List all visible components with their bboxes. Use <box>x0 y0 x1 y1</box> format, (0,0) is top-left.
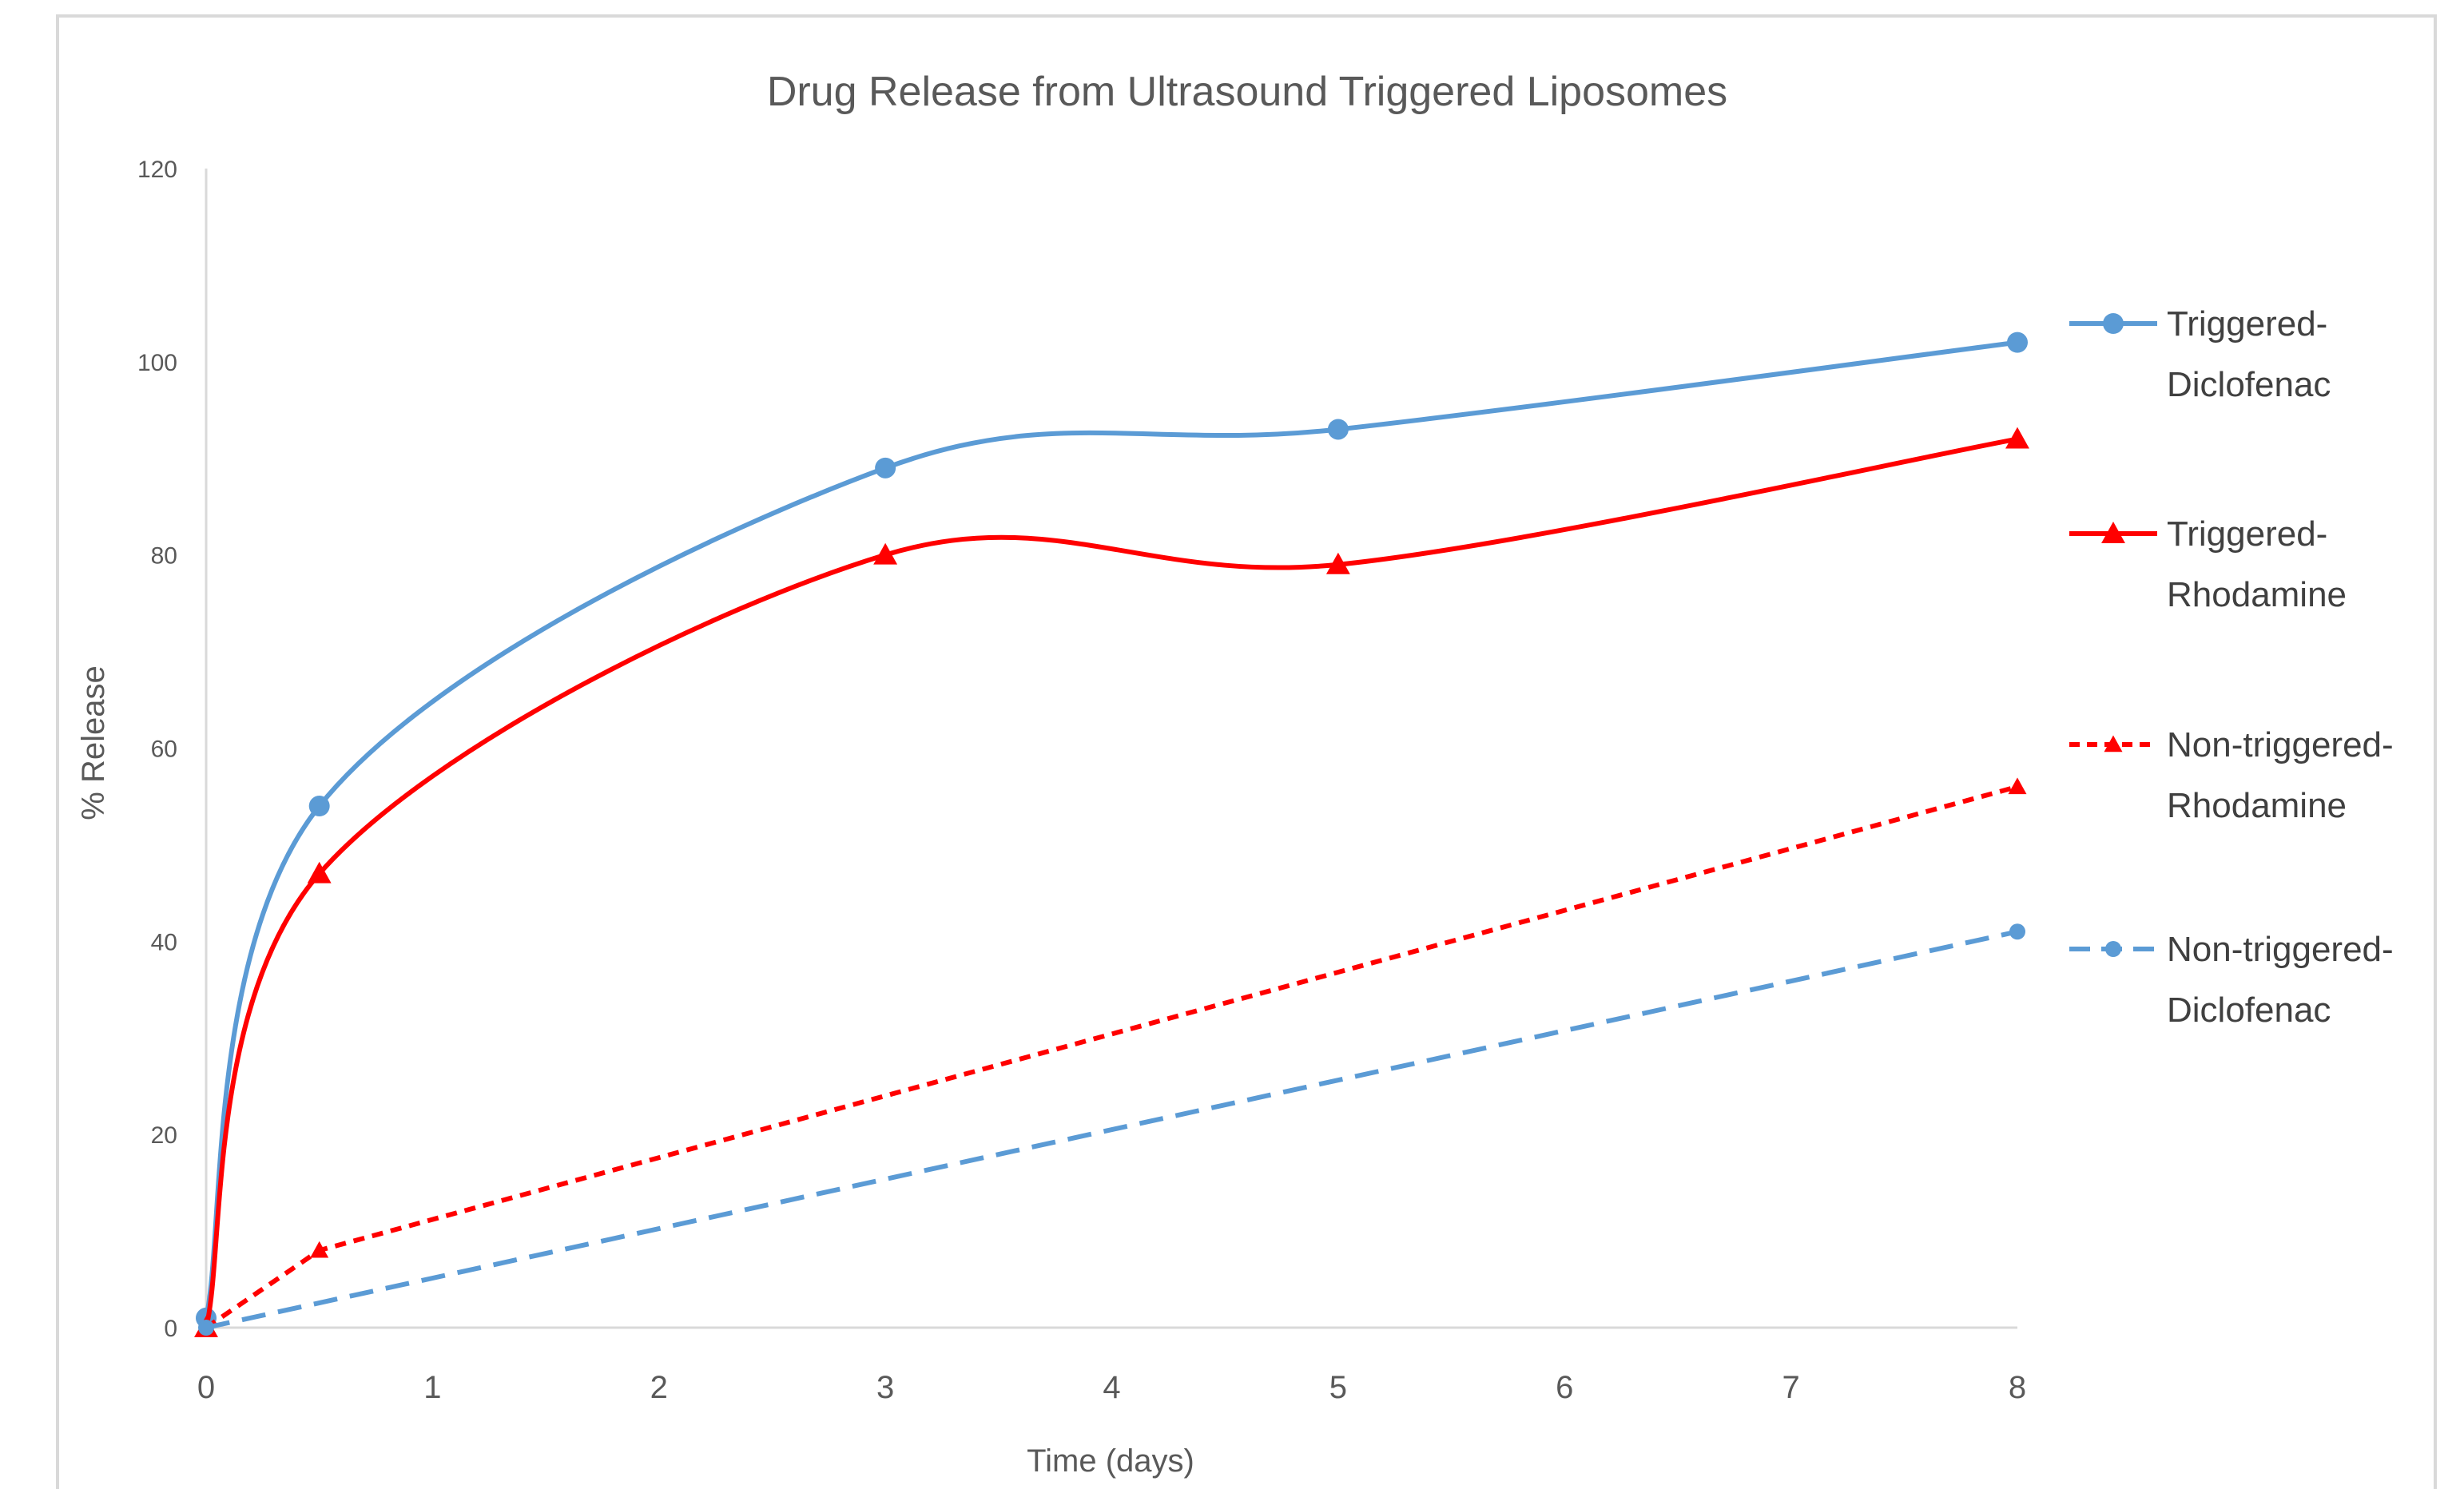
data-point <box>307 861 332 883</box>
legend-label: Diclofenac <box>2167 365 2331 404</box>
data-point <box>2009 923 2025 940</box>
x-axis-label: Time (days) <box>1027 1443 1194 1479</box>
series-line <box>205 784 2018 1330</box>
series-line <box>204 436 2018 1328</box>
x-tick-label: 6 <box>1556 1370 1573 1405</box>
legend-label: Rhodamine <box>2167 575 2347 614</box>
legend-label: Non-triggered- <box>2167 725 2394 764</box>
legend-entry: Triggered- Rhodamine <box>2069 514 2347 614</box>
series-layer <box>194 332 2029 1337</box>
data-point <box>308 796 330 817</box>
data-point <box>2007 332 2028 353</box>
legend-marker <box>2104 735 2123 752</box>
data-point <box>1327 419 1349 440</box>
y-axis-label: % Release <box>76 665 111 820</box>
series-4 <box>198 923 2025 1336</box>
y-tick-label: 0 <box>164 1316 177 1342</box>
legend-entry: Non-triggered- Diclofenac <box>2069 930 2394 1030</box>
axes <box>205 169 2017 1329</box>
legend-marker <box>2103 313 2124 334</box>
x-tick-label: 8 <box>2009 1370 2026 1405</box>
legend-label: Diclofenac <box>2167 991 2331 1030</box>
y-tick-label: 100 <box>137 350 177 376</box>
y-tick-label: 120 <box>137 157 177 183</box>
series-line <box>204 339 2018 1319</box>
legend-entry: Triggered- Diclofenac <box>2069 304 2331 404</box>
y-tick-label: 20 <box>151 1122 177 1149</box>
x-tick-label: 7 <box>1782 1370 1800 1405</box>
x-tick-label: 0 <box>197 1370 215 1405</box>
legend-label: Rhodamine <box>2167 786 2347 825</box>
data-point <box>198 1320 214 1336</box>
data-point <box>873 542 898 565</box>
x-tick-label: 3 <box>876 1370 894 1405</box>
series-3 <box>197 777 2027 1336</box>
x-tick-label: 5 <box>1329 1370 1347 1405</box>
data-point <box>1325 552 1350 574</box>
legend-label: Triggered- <box>2167 514 2327 554</box>
data-point <box>2008 777 2027 795</box>
y-tick-label: 60 <box>151 737 177 763</box>
series-line <box>205 929 2018 1330</box>
chart-title: Drug Release from Ultrasound Triggered L… <box>767 69 1727 115</box>
chart-frame <box>56 14 2437 1489</box>
data-point <box>310 1241 329 1258</box>
x-axis-ticks: 0 1 2 3 4 5 6 7 8 <box>197 1370 2026 1405</box>
legend-entry: Non-triggered- Rhodamine <box>2069 725 2394 825</box>
legend-label: Triggered- <box>2167 304 2327 343</box>
series-2 <box>194 427 2029 1337</box>
legend-marker <box>2105 941 2121 957</box>
series-1 <box>196 332 2028 1328</box>
legend-label: Non-triggered- <box>2167 930 2394 969</box>
x-tick-label: 2 <box>650 1370 668 1405</box>
data-point <box>875 457 896 478</box>
y-tick-label: 40 <box>151 929 177 955</box>
x-tick-label: 4 <box>1103 1370 1120 1405</box>
legend: Triggered-DiclofenacTriggered-RhodamineN… <box>2069 304 2394 1030</box>
legend-marker <box>2101 522 2125 543</box>
y-tick-label: 80 <box>151 543 177 570</box>
x-tick-label: 1 <box>423 1370 441 1405</box>
y-axis-ticks: 0 20 40 60 80 100 120 <box>137 157 177 1342</box>
data-point <box>2005 427 2029 449</box>
